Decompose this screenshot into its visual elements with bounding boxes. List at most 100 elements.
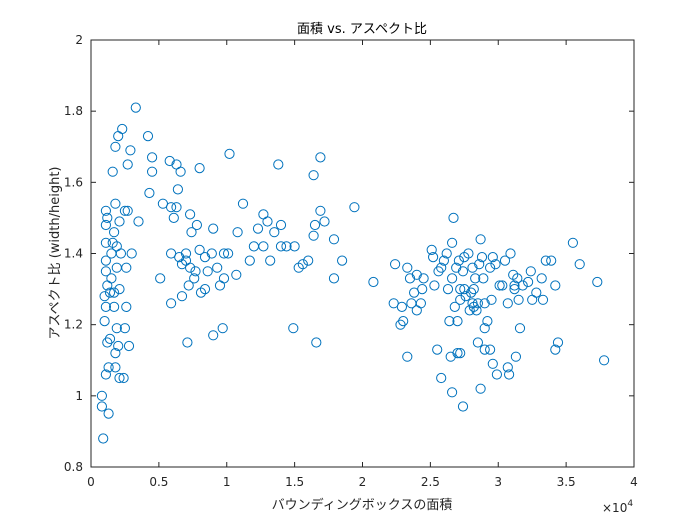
data-point (122, 205, 133, 216)
data-point (536, 273, 547, 284)
data-point (106, 273, 117, 284)
data-point (130, 102, 141, 113)
data-points (96, 102, 610, 444)
data-point (223, 248, 234, 259)
data-point (194, 244, 205, 255)
data-point (438, 255, 449, 266)
data-point (328, 273, 340, 284)
data-point (398, 316, 409, 327)
x-tick-label: 0 (87, 475, 95, 489)
data-point (531, 287, 542, 298)
y-tick-label: 1.4 (64, 247, 83, 261)
data-point (110, 348, 121, 359)
data-point (176, 291, 188, 302)
data-point (133, 216, 144, 227)
data-point (110, 141, 121, 152)
x-exponent-power: 4 (627, 499, 633, 509)
data-point (487, 358, 498, 369)
data-point (467, 298, 478, 309)
data-point (502, 298, 513, 309)
y-tick-label: 0.8 (64, 460, 83, 474)
data-point (337, 255, 348, 266)
data-point (485, 344, 496, 355)
data-point (174, 252, 185, 263)
data-point (428, 252, 439, 263)
data-point (514, 323, 526, 334)
data-point (99, 316, 110, 327)
data-point (114, 284, 125, 295)
data-point (592, 276, 603, 288)
data-point (96, 401, 108, 412)
data-point (199, 284, 211, 295)
x-tick-label: 1.5 (285, 475, 304, 489)
data-point (258, 241, 269, 252)
data-point (451, 262, 462, 273)
data-point (315, 205, 326, 216)
data-point (185, 262, 196, 273)
data-point (119, 323, 131, 334)
data-point (479, 344, 490, 355)
data-point (244, 255, 255, 266)
data-point (265, 255, 276, 266)
data-point (509, 280, 520, 291)
data-point (100, 237, 112, 248)
data-point (232, 227, 243, 238)
data-point (457, 266, 469, 277)
data-point (275, 219, 287, 231)
data-point (455, 294, 466, 305)
data-point (303, 255, 314, 266)
data-point (476, 252, 488, 263)
data-point (206, 248, 217, 259)
data-point (147, 152, 158, 163)
data-point (100, 369, 112, 380)
data-point (479, 298, 490, 309)
data-point (455, 348, 466, 359)
data-point (189, 273, 200, 284)
data-point (525, 266, 536, 277)
data-point (546, 255, 557, 266)
x-axis-label: バウンディングボックスの面積 (272, 497, 453, 513)
data-point (119, 205, 131, 216)
data-point (126, 248, 137, 259)
data-point (426, 244, 437, 255)
tick-labels: 0 0.5 1 1.5 2 2.5 3 3.5 4 0.8 1 1.2 1.4 1.6 1.8 2 (64, 33, 638, 489)
data-point (349, 202, 360, 213)
data-point (100, 301, 112, 312)
data-point (504, 369, 515, 380)
data-point (190, 266, 201, 277)
data-point (447, 273, 458, 284)
data-point (96, 390, 108, 401)
x-tick-label: 1 (223, 475, 231, 489)
data-point (319, 216, 330, 227)
data-point (309, 219, 321, 231)
data-point (100, 266, 112, 277)
data-point (455, 284, 466, 295)
data-point (466, 287, 477, 298)
data-point (109, 301, 120, 312)
data-point (121, 301, 132, 312)
data-point (444, 316, 455, 327)
data-point (457, 401, 469, 412)
data-point (432, 344, 443, 355)
data-point (442, 284, 454, 295)
data-point (433, 266, 444, 277)
data-point (186, 227, 197, 238)
axes (90, 39, 635, 468)
data-point (540, 255, 551, 266)
data-point (512, 273, 523, 284)
data-point (513, 294, 524, 305)
data-point (390, 259, 401, 270)
data-point (599, 355, 610, 366)
x-tick-label: 0.5 (149, 475, 168, 489)
data-point (109, 227, 120, 238)
data-point (144, 187, 155, 199)
data-point (237, 198, 249, 209)
data-point (208, 330, 219, 341)
data-point (100, 205, 112, 216)
x-tick-label: 4 (630, 475, 638, 489)
data-point (411, 269, 422, 280)
data-point (194, 163, 205, 174)
data-point (262, 216, 273, 227)
data-point (104, 333, 116, 344)
data-point (122, 159, 133, 170)
